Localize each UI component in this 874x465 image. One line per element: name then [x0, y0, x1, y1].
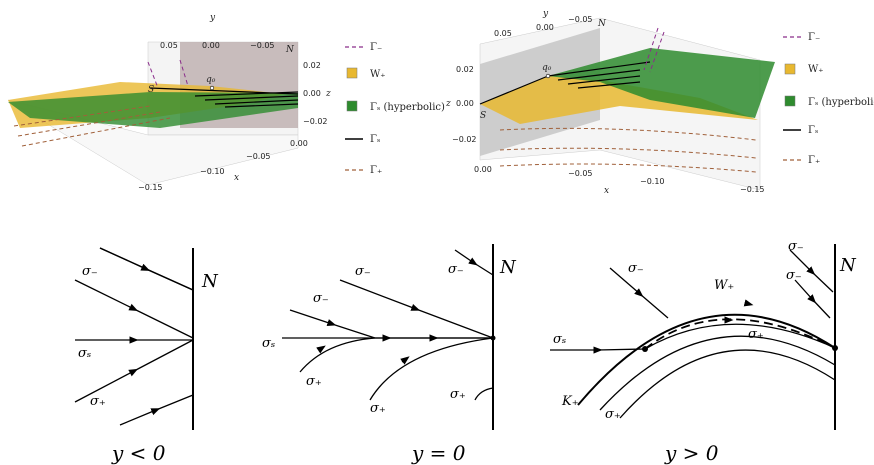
right-legend-gamma-s-hyp-label: Γₛ (hyperbolic) — [808, 97, 874, 108]
left-Gamma-s-hyperbolic-surface — [8, 92, 298, 128]
left-y-tick-2: −0.05 — [250, 41, 275, 50]
sketch2-sigma-minus-2: σ₋ — [448, 262, 464, 277]
legend-gamma-s-hyp-label: Γₛ (hyperbolic) — [370, 102, 445, 113]
sketch3-K-plus: K₊ — [561, 394, 579, 409]
right-x-tick-0: 0.00 — [474, 165, 492, 174]
right-z-axis-label: z — [445, 99, 451, 109]
right-N-label: N — [597, 19, 607, 29]
sketch3-sigma-minus-3: σ₋ — [786, 268, 802, 283]
left-N-label: N — [285, 45, 295, 55]
sketch2-sigma-minus-3: σ₋ — [313, 291, 329, 306]
right-3d-plot: q₀ N S y 0.05 0.00 −0.05 0.02 0.00 z −0.… — [445, 9, 775, 196]
right-Gamma-s-lines — [479, 61, 651, 105]
right-Gamma-plus-curves — [499, 127, 757, 173]
legend-gamma-s-label: Γₛ — [370, 134, 380, 145]
sketch2-N-label: N — [499, 257, 517, 278]
left-x-tick-1: −0.05 — [246, 152, 271, 161]
sketch-y-negative — [74, 247, 194, 430]
right-x-tick-1: −0.05 — [568, 169, 593, 178]
sketch2-point — [490, 335, 496, 341]
right-y-tick-0: 0.05 — [494, 29, 512, 38]
right-legend-gamma-plus-label: Γ₊ — [808, 155, 820, 166]
right-legend-w-plus-label: W₊ — [808, 64, 824, 75]
sketch1-sigma-minus: σ₋ — [82, 264, 98, 279]
right-x-tick-3: −0.15 — [740, 185, 765, 194]
right-z-tick-1: 0.00 — [456, 99, 474, 108]
sketch3-sigma-plus-2: σ₊ — [605, 407, 621, 422]
left-S-label: S — [148, 85, 154, 95]
sketch2-sigma-plus-2: σ₊ — [370, 401, 386, 416]
sketch2-sigma-plus: σ₊ — [306, 374, 322, 389]
left-q0-label: q₀ — [206, 75, 216, 85]
left-q0-point — [209, 85, 215, 91]
left-y-tick-0: 0.05 — [160, 41, 178, 50]
right-z-tick-0: 0.02 — [456, 65, 474, 74]
right-x-axis-label: x — [604, 186, 609, 196]
right-S-label: S — [480, 111, 486, 121]
sketch2-sigma-s: σₛ — [262, 336, 275, 351]
sketch1-sigma-plus: σ₊ — [90, 394, 106, 409]
right-legend-gamma-minus-label: Γ₋ — [808, 32, 820, 43]
sketch2-sigma-minus: σ₋ — [355, 264, 371, 279]
right-q0-point — [545, 73, 551, 79]
left-z-tick-2: −0.02 — [303, 117, 328, 126]
sketch2-caption: y = 0 — [411, 441, 466, 465]
right-q0-label: q₀ — [542, 63, 552, 73]
right-z-tick-2: −0.02 — [452, 135, 477, 144]
right-y-axis-label: y — [542, 9, 549, 19]
right-legend-gamma-s-hyp-swatch — [784, 95, 796, 107]
sketch3-sigma-minus: σ₋ — [628, 261, 644, 276]
sketch-y-positive — [550, 244, 836, 430]
legend-gamma-minus-label: Γ₋ — [370, 42, 382, 53]
legend-w-plus-swatch — [346, 67, 358, 79]
left-y-axis-label: y — [209, 13, 216, 23]
right-x-tick-2: −0.10 — [640, 177, 665, 186]
left-x-tick-3: −0.15 — [138, 183, 163, 192]
left-Gamma-s-lines — [149, 87, 299, 108]
sketch1-caption: y < 0 — [111, 441, 166, 465]
right-Gamma-minus-curves — [643, 27, 665, 73]
left-3d-plot: q₀ N S y 0.05 0.00 −0.05 0.02 0.00 z −0.… — [7, 13, 331, 192]
left-z-axis-label: z — [325, 89, 331, 99]
left-x-tick-0: 0.00 — [290, 139, 308, 148]
right-legend: Γ₋ W₊ Γₛ (hyperbolic) Γₛ Γ₊ — [783, 32, 874, 166]
right-y-tick-1: 0.00 — [536, 23, 554, 32]
left-Gamma-plus-curves — [13, 105, 171, 147]
legend-gamma-s-hyp-swatch — [346, 100, 358, 112]
sketch3-point-left — [642, 346, 648, 352]
right-legend-gamma-s-label: Γₛ — [808, 125, 818, 136]
right-W-plus-surface — [480, 76, 758, 124]
legend-w-plus-label: W₊ — [370, 69, 386, 80]
left-y-tick-1: 0.00 — [202, 41, 220, 50]
left-x-tick-2: −0.10 — [200, 167, 225, 176]
left-legend: Γ₋ W₊ Γₛ (hyperbolic) Γₛ Γ₊ — [345, 42, 445, 176]
right-Gamma-s-hyperbolic-surface — [548, 48, 775, 118]
sketch3-W-plus: W₊ — [714, 278, 734, 293]
left-z-tick-1: 0.00 — [303, 89, 321, 98]
left-Gamma-minus-curves — [147, 59, 189, 89]
right-y-tick-2: −0.05 — [568, 15, 593, 24]
sketch3-caption: y > 0 — [664, 441, 719, 465]
sketch2-sigma-plus-3: σ₊ — [450, 387, 466, 402]
sketch1-sigma-s: σₛ — [78, 346, 91, 361]
sketch3-point-right — [832, 345, 838, 351]
sketch1-N-label: N — [201, 271, 219, 292]
sketch3-sigma-s: σₛ — [553, 332, 566, 347]
sketch3-sigma-minus-2: σ₋ — [788, 239, 804, 254]
sketch3-sigma-plus: σ₊ — [748, 327, 764, 342]
left-z-tick-0: 0.02 — [303, 61, 321, 70]
left-x-axis-label: x — [234, 173, 239, 183]
sketch3-N-label: N — [839, 255, 857, 276]
right-legend-w-plus-swatch — [784, 63, 796, 75]
legend-gamma-plus-label: Γ₊ — [370, 165, 382, 176]
